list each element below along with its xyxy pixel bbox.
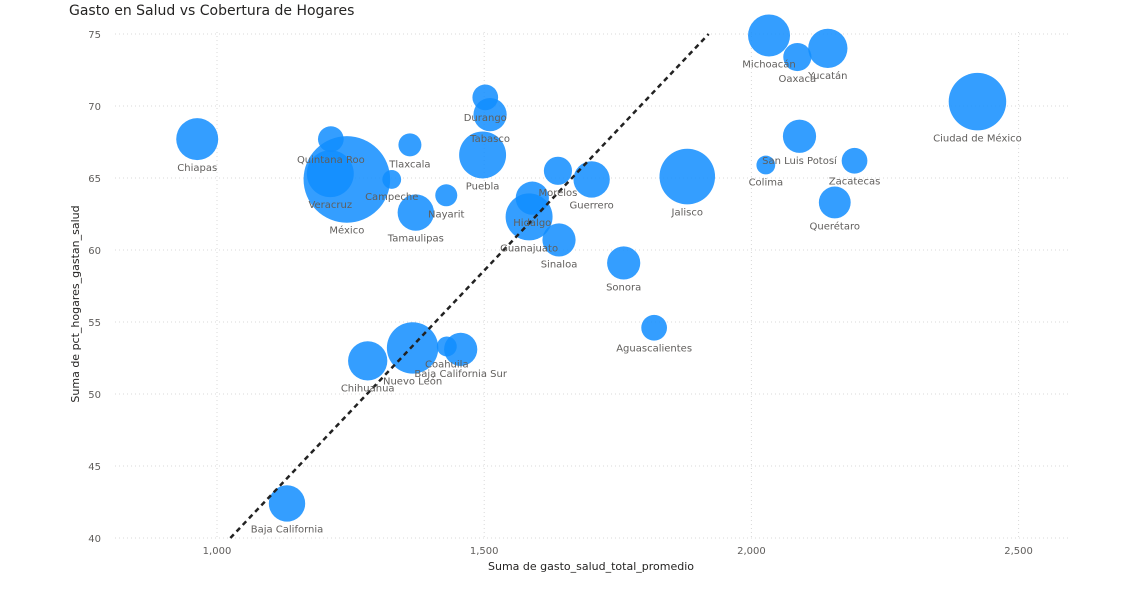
data-point-bubble: [459, 131, 507, 179]
trend-line: [229, 33, 710, 539]
data-point-label: Puebla: [466, 181, 500, 192]
data-point-label: Sinaloa: [541, 260, 578, 271]
data-point-label: Coahuila: [425, 359, 469, 370]
data-point-label: Morelos: [538, 188, 577, 199]
y-axis-title: Suma de pct_hogares_gastan_salud: [69, 205, 82, 402]
data-point-label: Nuevo León: [383, 376, 442, 388]
data-point-bubble: [748, 14, 791, 57]
data-point-bubble: [348, 341, 388, 381]
data-point-bubble: [641, 314, 667, 341]
data-point-bubble: [436, 336, 457, 357]
x-tick-label: 2,500: [1004, 546, 1033, 557]
data-point-bubble: [176, 118, 219, 161]
data-point-label: Oaxaca: [779, 74, 817, 85]
y-tick-label: 55: [88, 318, 101, 329]
data-point-bubble: [317, 126, 344, 152]
x-tick-label: 2,000: [737, 546, 766, 557]
data-point-label: Campeche: [365, 192, 418, 203]
data-point-label: Hidalgo: [513, 218, 551, 229]
data-point-label: Durango: [464, 113, 507, 124]
data-point-label: Tamaulipas: [387, 234, 444, 245]
y-tick-label: 50: [88, 390, 101, 401]
data-point-bubble: [818, 186, 851, 219]
data-point-bubble: [948, 72, 1007, 131]
data-point-bubble: [808, 28, 848, 69]
bubble-layer: [176, 14, 1007, 522]
y-tick-label: 70: [88, 102, 101, 113]
data-point-bubble: [782, 119, 817, 153]
trend-layer: [229, 33, 710, 539]
data-point-bubble: [515, 181, 549, 215]
data-point-label: Sonora: [606, 283, 641, 294]
data-point-label: Baja California Sur: [414, 369, 507, 380]
tick-layer: 40 45 50 55 60 65 70 75 1,000 1,500 2,000 2,500: [88, 30, 1033, 557]
data-point-label: Chihuahua: [341, 384, 395, 395]
data-point-bubble: [607, 246, 641, 280]
data-point-bubble: [756, 155, 776, 175]
data-point-bubble: [783, 42, 812, 72]
data-point-label: Veracruz: [308, 200, 352, 211]
chart-title: Gasto en Salud vs Cobertura de Hogares: [69, 3, 355, 19]
y-tick-label: 40: [88, 534, 101, 545]
data-point-bubble: [397, 194, 434, 231]
data-point-label: Ciudad de México: [933, 132, 1022, 144]
data-point-label: Colima: [749, 177, 784, 188]
data-point-bubble: [841, 147, 868, 174]
data-point-label: Tabasco: [469, 134, 510, 145]
data-point-label: Jalisco: [671, 207, 703, 218]
data-point-label: San Luis Potosí: [762, 155, 838, 167]
data-point-bubble: [543, 156, 573, 185]
data-point-label: Guerrero: [569, 201, 613, 212]
y-tick-label: 75: [88, 30, 101, 41]
x-tick-label: 1,500: [470, 546, 499, 557]
data-point-bubble: [306, 150, 354, 198]
data-point-bubble: [659, 148, 716, 205]
x-axis-title: Suma de gasto_salud_total_promedio: [488, 560, 694, 573]
y-tick-label: 65: [88, 174, 101, 185]
data-point-label: Quintana Roo: [297, 155, 365, 166]
data-point-label: Zacatecas: [829, 177, 881, 188]
data-point-bubble: [573, 161, 610, 198]
data-point-label: Aguascalientes: [616, 344, 692, 355]
data-point-bubble: [268, 485, 306, 522]
data-point-label: Baja California: [251, 525, 324, 536]
y-tick-label: 60: [88, 246, 101, 257]
data-point-label: Nayarit: [428, 209, 465, 220]
label-layer: Chiapas Quintana Roo Veracruz México Tlaxcal…: [177, 58, 1022, 535]
data-point-bubble: [472, 84, 499, 111]
data-point-label: México: [329, 225, 364, 237]
data-point-bubble: [382, 170, 402, 189]
data-point-label: Tlaxcala: [388, 159, 430, 170]
grid-layer: [115, 32, 1068, 539]
data-point-label: Chiapas: [177, 163, 217, 174]
data-point-label: Michoacán: [742, 58, 795, 70]
y-tick-label: 45: [88, 462, 101, 473]
data-point-label: Querétaro: [810, 220, 860, 232]
data-point-bubble: [542, 223, 576, 257]
data-point-bubble: [398, 133, 422, 157]
data-point-label: Guanajuato: [500, 243, 558, 254]
x-tick-label: 1,000: [203, 546, 232, 557]
data-point-label: Yucatán: [807, 70, 847, 82]
data-point-bubble: [435, 184, 458, 207]
